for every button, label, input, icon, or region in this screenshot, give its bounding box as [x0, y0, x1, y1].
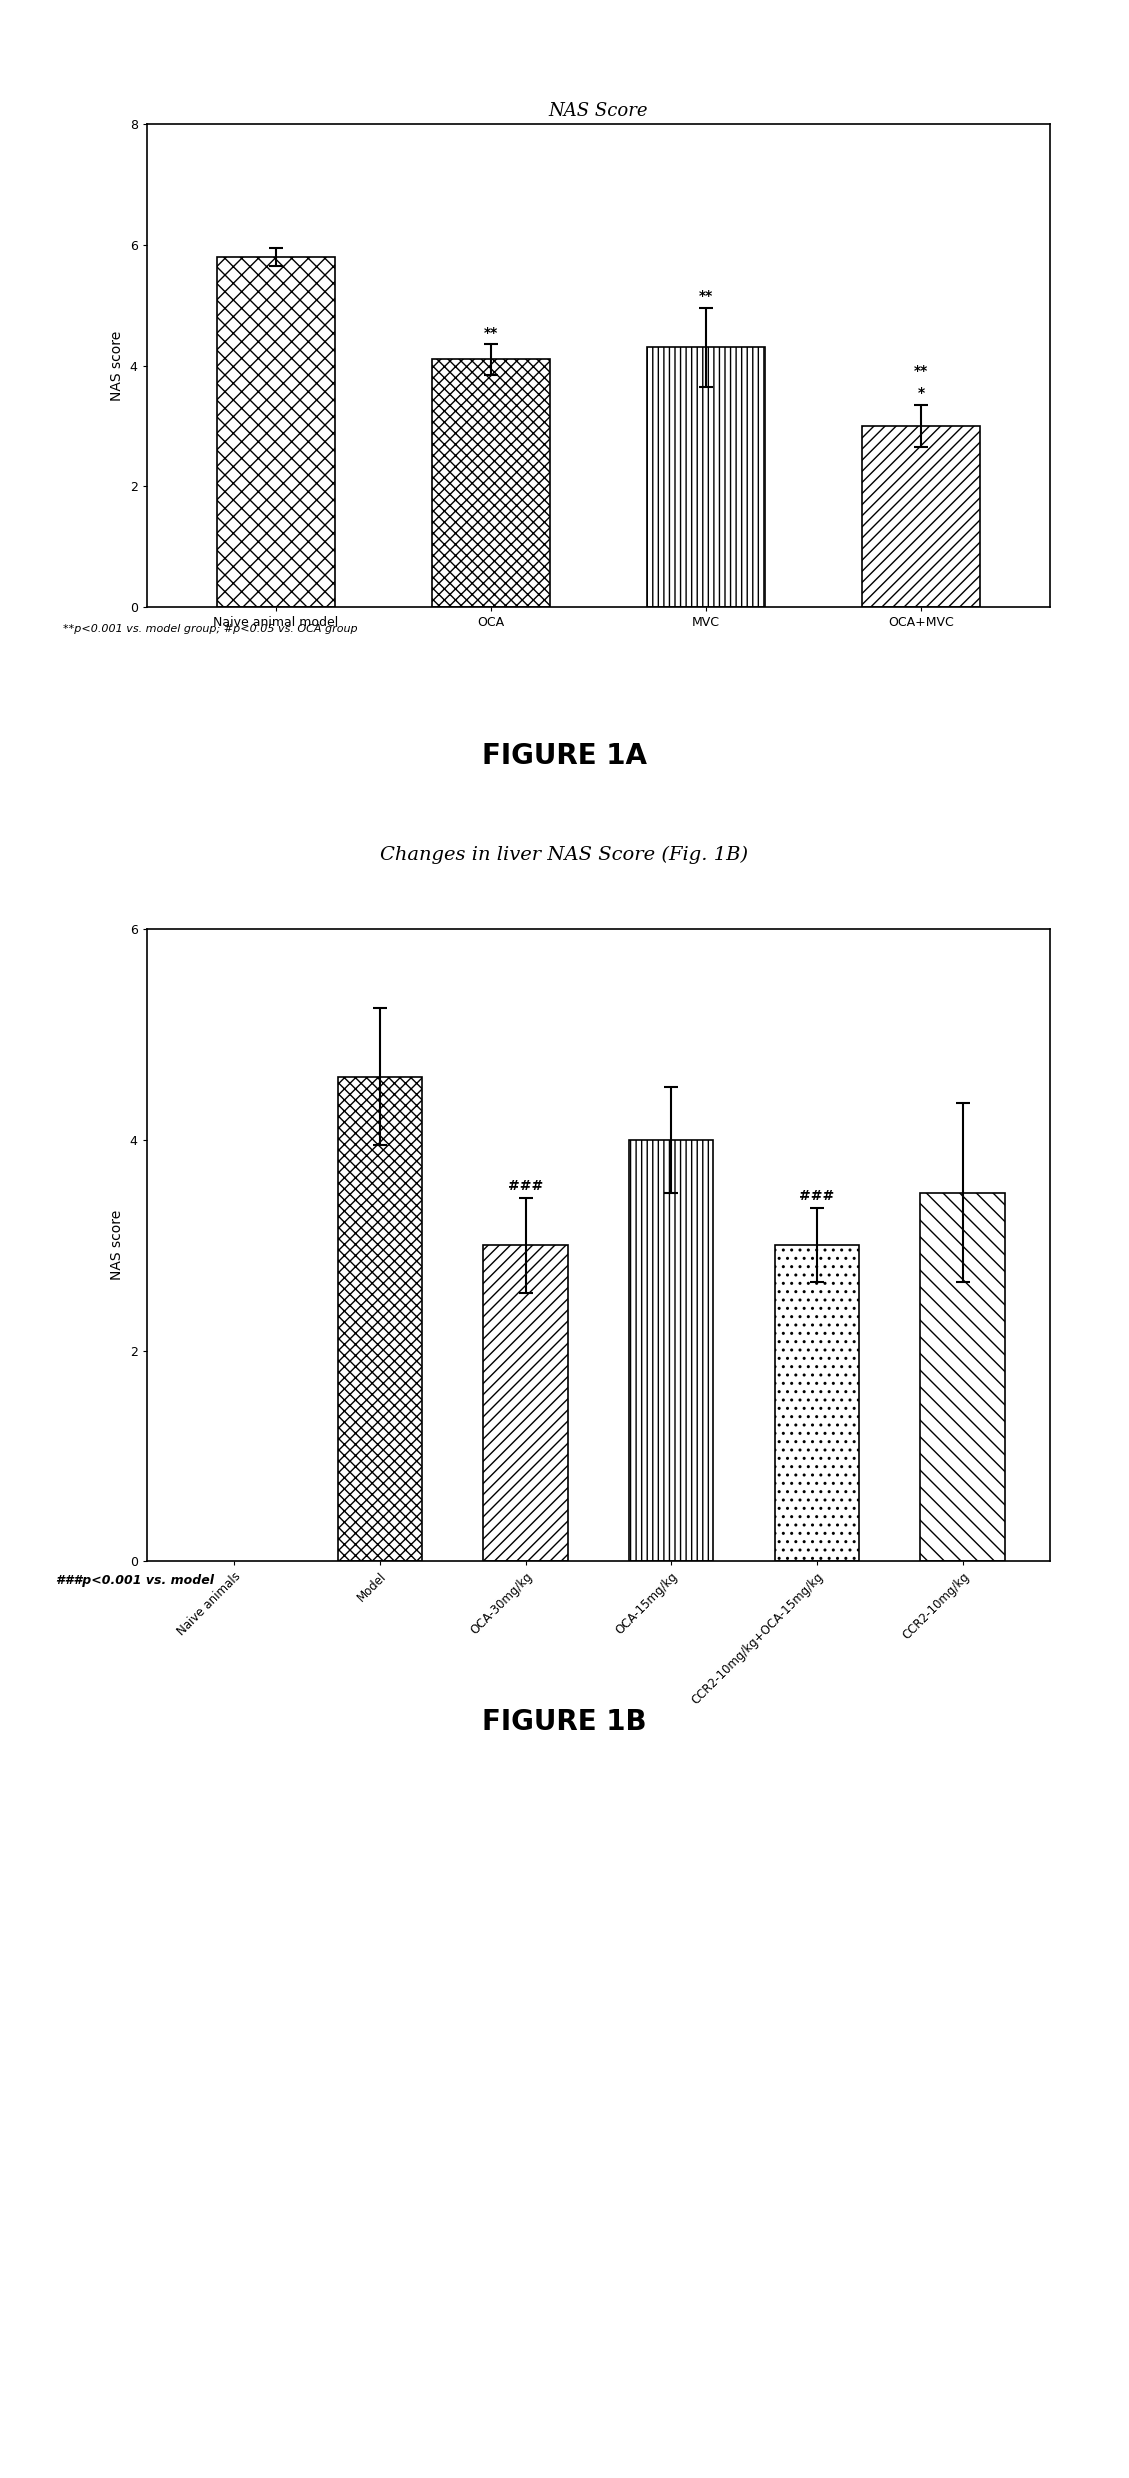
- Text: **p<0.001 vs. model group; #p<0.05 vs. OCA group: **p<0.001 vs. model group; #p<0.05 vs. O…: [56, 624, 358, 634]
- Text: FIGURE 1B: FIGURE 1B: [482, 1707, 647, 1737]
- Bar: [647, 347, 765, 607]
- Text: ###: ###: [508, 1180, 543, 1192]
- Bar: [920, 1192, 1005, 1561]
- Text: ###p<0.001 vs. model: ###p<0.001 vs. model: [56, 1574, 215, 1586]
- Text: **: **: [483, 325, 498, 339]
- Text: Changes in liver NAS Score (Fig. 1B): Changes in liver NAS Score (Fig. 1B): [380, 845, 749, 865]
- Bar: [217, 258, 335, 607]
- Bar: [431, 359, 550, 607]
- Bar: [338, 1075, 422, 1561]
- Bar: [483, 1244, 568, 1561]
- Text: *: *: [918, 387, 925, 399]
- Text: FIGURE 1A: FIGURE 1A: [482, 741, 647, 771]
- Bar: [861, 426, 980, 607]
- Text: **: **: [699, 290, 714, 302]
- Title: NAS Score: NAS Score: [549, 102, 648, 119]
- Text: ###: ###: [799, 1189, 834, 1204]
- Text: **: **: [913, 364, 928, 377]
- Y-axis label: NAS score: NAS score: [111, 1209, 124, 1281]
- Bar: [629, 1140, 714, 1561]
- Y-axis label: NAS score: NAS score: [111, 330, 124, 401]
- Bar: [774, 1244, 859, 1561]
